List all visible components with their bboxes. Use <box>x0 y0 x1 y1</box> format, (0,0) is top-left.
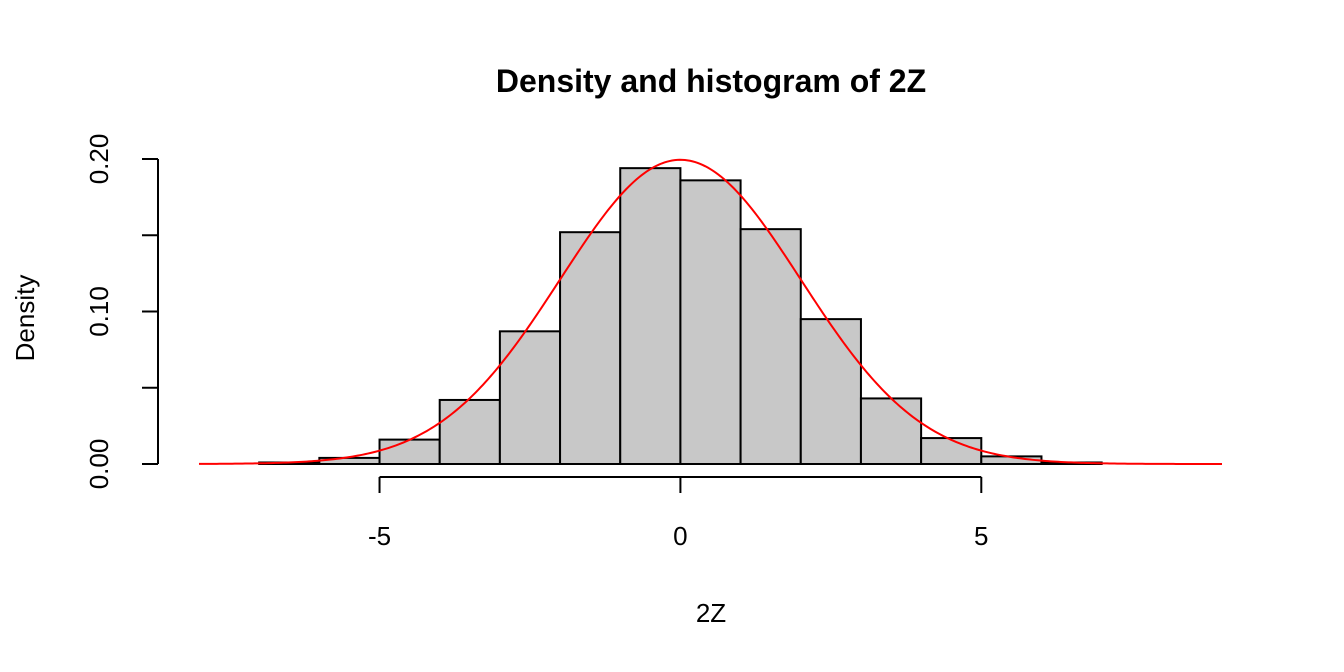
x-tick-label: 5 <box>974 521 988 551</box>
x-axis-label: 2Z <box>696 598 726 628</box>
y-tick-label: 0.20 <box>84 134 114 185</box>
histogram-bar <box>559 231 622 465</box>
axes: -5 0 5 0.00 0.10 0.20 <box>84 134 989 551</box>
chart-title: Density and histogram of 2Z <box>496 63 926 99</box>
y-axis-label: Density <box>10 275 40 362</box>
histogram-bar <box>498 330 562 466</box>
y-tick-label: 0.00 <box>84 439 114 490</box>
histogram-bar <box>619 167 682 465</box>
density-curve <box>198 158 1222 465</box>
histogram-bar <box>920 437 983 466</box>
histogram-bar <box>859 397 923 465</box>
histogram-bar <box>799 318 862 465</box>
histogram-bars <box>258 167 1103 466</box>
histogram-bar <box>378 438 441 466</box>
x-tick-label: -5 <box>368 521 391 551</box>
histogram-bar <box>679 179 742 465</box>
histogram-bar <box>438 398 501 466</box>
y-tick-label: 0.10 <box>84 286 114 337</box>
x-tick-label: 0 <box>673 521 687 551</box>
